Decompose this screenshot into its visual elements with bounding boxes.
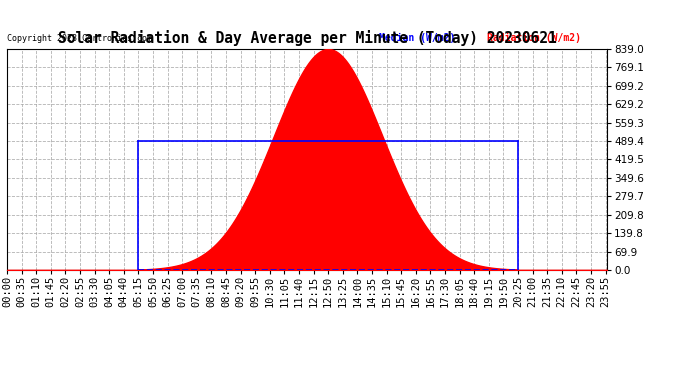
Text: Radiation (W/m2): Radiation (W/m2) bbox=[487, 33, 581, 43]
Text: Copyright 2023 Cartronics.com: Copyright 2023 Cartronics.com bbox=[7, 34, 152, 43]
Title: Solar Radiation & Day Average per Minute (Today) 20230621: Solar Radiation & Day Average per Minute… bbox=[58, 30, 556, 46]
Text: Median (W/m2): Median (W/m2) bbox=[379, 33, 455, 43]
